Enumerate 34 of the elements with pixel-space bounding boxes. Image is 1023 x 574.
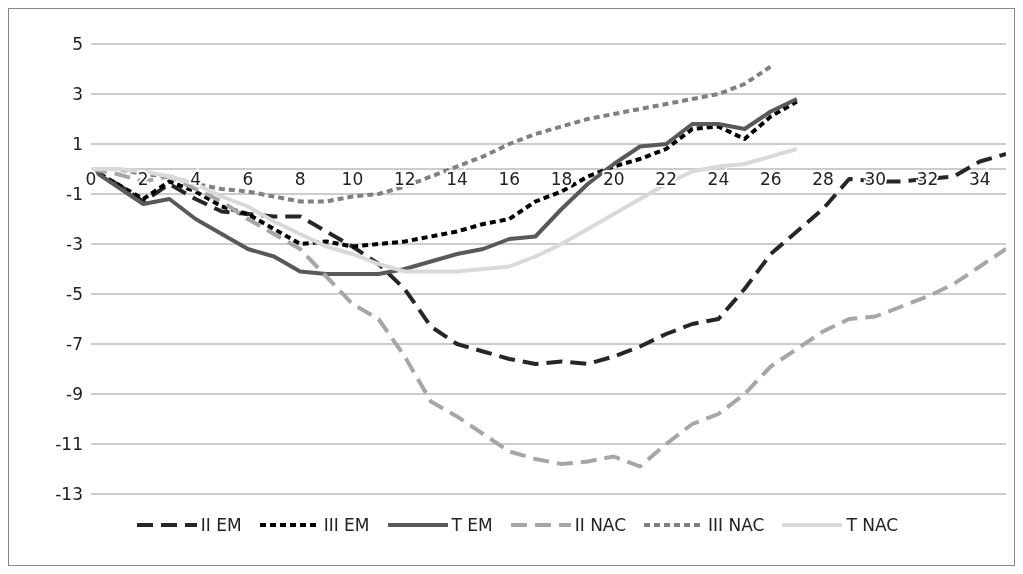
y-tick-label: -9 (66, 384, 83, 405)
x-tick-label: 16 (498, 169, 521, 190)
y-tick-label: -13 (55, 484, 83, 505)
x-tick-label: 24 (707, 169, 730, 190)
y-tick-label: -5 (66, 284, 83, 305)
x-tick-label: 4 (190, 169, 201, 190)
x-tick-label: 22 (655, 169, 677, 190)
x-tick-label: 28 (812, 169, 834, 190)
x-tick-label: 20 (603, 169, 625, 190)
legend-label: III NAC (708, 515, 765, 535)
x-tick-label: 32 (916, 169, 939, 190)
y-tick-label: -1 (66, 184, 83, 205)
legend-label: II NAC (574, 515, 627, 535)
x-tick-label: 14 (446, 169, 468, 190)
y-tick-label: 5 (72, 34, 83, 55)
legend-label: III EM (323, 515, 370, 535)
x-tick-label: 2 (137, 169, 149, 190)
legend-label: T NAC (846, 515, 899, 535)
x-tick-label: 0 (85, 169, 97, 190)
y-tick-label: 3 (72, 84, 83, 105)
x-tick-label: 26 (759, 169, 782, 190)
y-tick-label: -11 (55, 434, 83, 455)
y-tick-label: 1 (72, 134, 83, 155)
y-tick-label: -7 (66, 334, 83, 355)
x-tick-label: 18 (550, 169, 573, 190)
x-tick-label: 34 (969, 169, 991, 190)
x-tick-label: 8 (294, 169, 306, 190)
legend-label: II EM (200, 515, 242, 535)
y-tick-label: -3 (66, 234, 83, 255)
x-tick-label: 10 (341, 169, 364, 190)
x-tick-label: 6 (242, 169, 254, 190)
x-tick-label: 30 (864, 169, 887, 190)
x-tick-label: 12 (393, 169, 416, 190)
legend-label: T EM (451, 515, 493, 535)
